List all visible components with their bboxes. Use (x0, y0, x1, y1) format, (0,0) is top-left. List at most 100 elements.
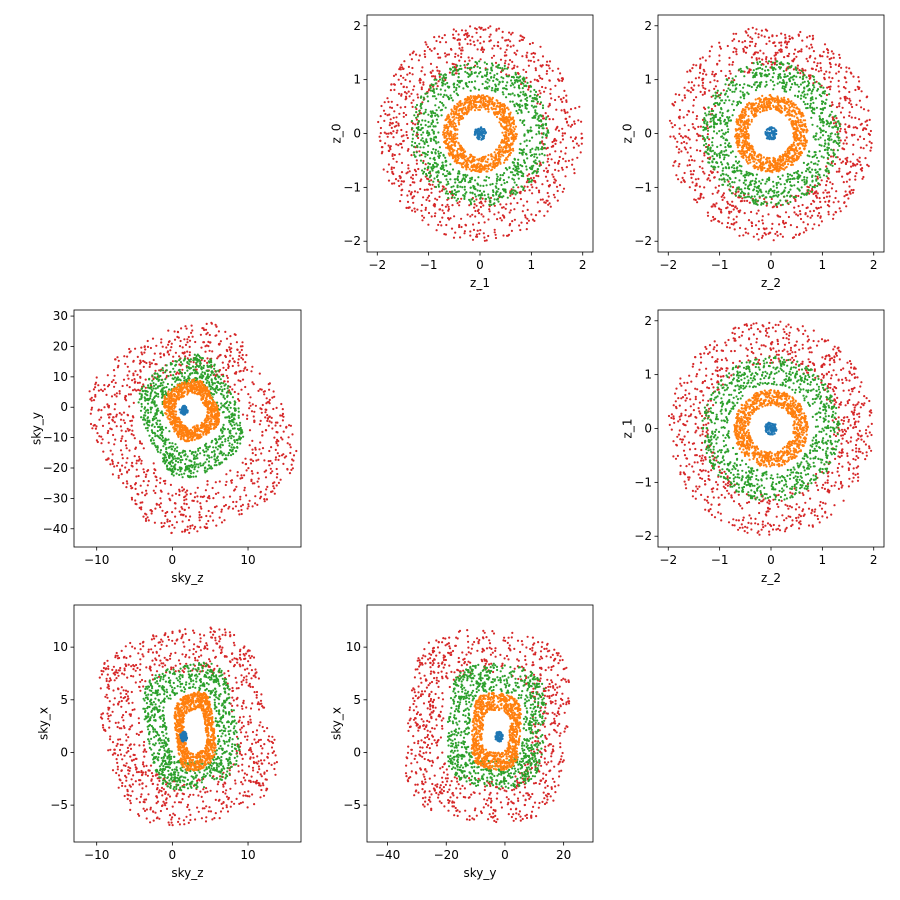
scatter-point (728, 226, 731, 229)
scatter-point (534, 109, 537, 112)
scatter-point (820, 95, 823, 98)
scatter-point (854, 116, 857, 119)
scatter-points (377, 25, 584, 242)
scatter-point (856, 138, 860, 141)
scatter-point (760, 29, 764, 32)
scatter-point (800, 186, 803, 189)
scatter-point (517, 163, 520, 166)
scatter-point (514, 125, 518, 128)
scatter-point (726, 202, 730, 205)
scatter-point (501, 105, 505, 108)
scatter-point (499, 117, 502, 120)
scatter-point (678, 108, 682, 112)
scatter-point (741, 141, 744, 144)
scatter-point (427, 194, 431, 197)
scatter-point (530, 183, 533, 186)
scatter-point (438, 195, 441, 198)
scatter-point (516, 65, 519, 68)
scatter-point (500, 219, 503, 222)
scatter-point (510, 229, 513, 232)
scatter-point (478, 164, 482, 168)
scatter-point (441, 216, 444, 219)
scatter-point (739, 192, 743, 195)
scatter-point (416, 131, 419, 134)
scatter-point (428, 199, 431, 202)
scatter-point (767, 213, 770, 216)
scatter-point (443, 52, 447, 55)
scatter-point (387, 132, 390, 135)
scatter-point (820, 155, 823, 158)
scatter-point (475, 104, 478, 107)
scatter-point (736, 162, 739, 165)
scatter-point (776, 51, 779, 54)
scatter-point (756, 193, 759, 196)
scatter-point (464, 106, 467, 109)
scatter-point (775, 34, 778, 37)
scatter-point (690, 159, 694, 162)
scatter-point (465, 166, 468, 169)
scatter-point (489, 72, 492, 75)
scatter-point (846, 193, 849, 196)
scatter-point (522, 151, 525, 154)
scatter-point (732, 108, 736, 112)
scatter-point (460, 225, 463, 229)
scatter-point (789, 188, 792, 191)
scatter-point (466, 107, 470, 110)
scatter-point (453, 104, 456, 108)
scatter-point (811, 168, 814, 171)
scatter-point (428, 162, 431, 166)
scatter-point (807, 162, 810, 165)
scatter-point (412, 50, 415, 53)
scatter-point (523, 140, 526, 143)
scatter-point (683, 124, 686, 127)
scatter-point (712, 215, 715, 219)
scatter-point (463, 195, 466, 198)
scatter-point (464, 192, 467, 195)
scatter-point (474, 71, 477, 74)
scatter-point (796, 95, 800, 98)
scatter-point (750, 120, 753, 123)
scatter-point (765, 80, 768, 83)
scatter-point (522, 188, 525, 191)
scatter-point (838, 125, 842, 128)
scatter-point (449, 217, 452, 220)
scatter-point (510, 137, 513, 140)
scatter-point (809, 104, 812, 107)
scatter-point (452, 69, 455, 72)
scatter-point (417, 128, 420, 131)
scatter-point (476, 229, 479, 232)
scatter-point (838, 158, 842, 161)
scatter-point (424, 163, 427, 166)
scatter-point (757, 220, 761, 223)
scatter-point (807, 186, 811, 189)
scatter-point (548, 185, 551, 188)
scatter-point (857, 76, 860, 79)
scatter-point (427, 223, 430, 226)
scatter-point (724, 74, 727, 77)
scatter-point (507, 108, 510, 111)
scatter-point (457, 33, 460, 36)
scatter-point (427, 165, 430, 168)
scatter-point (496, 105, 499, 108)
scatter-point (754, 177, 758, 180)
x-tick-label: 1 (528, 258, 536, 272)
scatter-point (780, 48, 783, 52)
scatter-point (420, 209, 423, 212)
scatter-point (420, 139, 423, 142)
scatter-point (816, 163, 819, 166)
scatter-point (392, 166, 396, 169)
scatter-point (796, 71, 799, 74)
scatter-point (770, 60, 773, 64)
scatter-point (405, 172, 408, 175)
scatter-point (736, 169, 739, 172)
scatter-point (842, 86, 846, 89)
scatter-point (470, 176, 474, 179)
scatter-point (430, 114, 434, 117)
scatter-point (387, 100, 390, 103)
scatter-point (447, 205, 450, 208)
scatter-point (480, 26, 483, 29)
scatter-point (668, 119, 672, 122)
scatter-point (765, 57, 768, 61)
scatter-point (469, 186, 472, 189)
scatter-point (837, 85, 840, 88)
